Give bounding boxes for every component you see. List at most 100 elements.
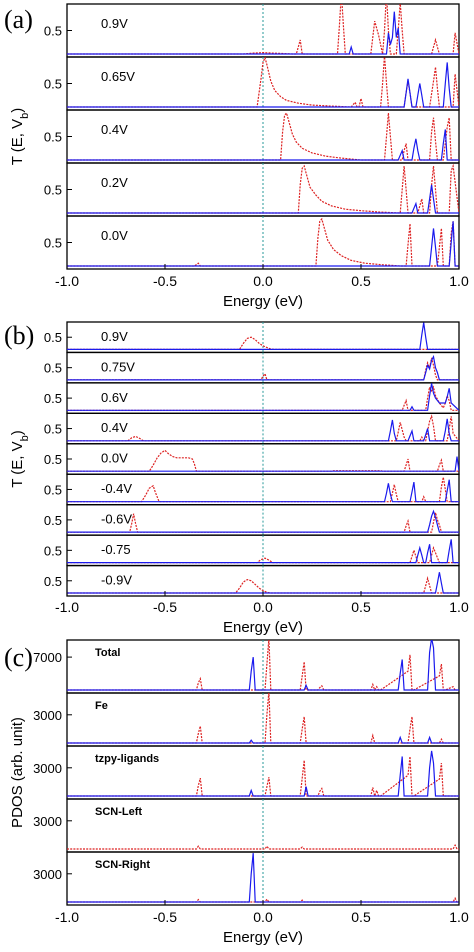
y-tick-label: 0.5 xyxy=(44,130,62,145)
blue-series-line xyxy=(67,184,459,214)
plot-area xyxy=(67,4,459,57)
plot-area xyxy=(67,693,459,746)
subplot-label: -0.4V xyxy=(101,481,132,496)
panel-label: (b) xyxy=(4,321,34,350)
subplot: 0.5 -0.9V xyxy=(44,564,460,597)
y-tick-label: 3000 xyxy=(33,814,62,829)
x-tick-label: 0.5 xyxy=(351,599,371,615)
blue-series-line xyxy=(67,418,459,442)
subplot-label: 0.4V xyxy=(101,122,128,137)
blue-series-line xyxy=(67,509,459,533)
subplot: 0.5 0.65V xyxy=(44,56,460,111)
blue-series-line xyxy=(67,354,459,381)
subplot-label: 0.2V xyxy=(101,175,128,190)
y-tick-label: 3000 xyxy=(33,867,62,882)
red-series-line xyxy=(67,163,459,214)
plot-area xyxy=(67,474,459,505)
subplot: 0.5 0.4V xyxy=(44,412,460,445)
blue-series-line xyxy=(67,735,459,744)
x-tick-label: 0.0 xyxy=(253,599,273,615)
subplot: 3000 tzpy-ligands xyxy=(33,745,460,800)
subplot-label: -0.6V xyxy=(101,512,132,527)
red-series-line xyxy=(67,57,459,108)
subplot-label: tzpy-ligands xyxy=(95,753,159,765)
y-tick-label: 3000 xyxy=(33,761,62,776)
y-tick-label: 0.5 xyxy=(44,361,62,376)
subplot-label: 0.65V xyxy=(101,69,135,84)
subplot: 0.5 0.6V xyxy=(44,382,460,414)
blue-series-line xyxy=(67,383,459,411)
subplot-label: 0.9V xyxy=(101,329,128,344)
x-tick-label: 0.0 xyxy=(253,273,273,289)
subplot-label: -0.9V xyxy=(101,572,132,587)
blue-series-line xyxy=(67,322,459,350)
x-axis-title: Energy (eV) xyxy=(223,619,303,636)
subplot: 3000 SCN-Right xyxy=(33,851,460,906)
y-tick-label: 3000 xyxy=(33,708,62,723)
blue-series-line xyxy=(67,640,459,691)
x-tick-label: -0.5 xyxy=(153,909,177,925)
panel-a: (a) 0.5 0.9V 0.5 0.65V 0.5 0.4V 0.5 0.2V 0.5 0.0V -… xyxy=(4,3,469,310)
blue-series-line xyxy=(67,62,459,108)
plot-area xyxy=(67,382,459,414)
plot-area xyxy=(67,504,459,536)
subplot-label: Fe xyxy=(95,700,108,712)
blue-series-line xyxy=(67,221,459,267)
plot-area xyxy=(67,535,459,566)
red-series-line xyxy=(67,575,459,594)
panel-c: (c) 7000 Total 3000 Fe 3000 tzpy-ligands 3000 SC… xyxy=(4,639,469,946)
x-tick-label: 1.0 xyxy=(449,599,469,615)
subplot: 0.5 0.2V xyxy=(44,162,460,217)
subplot: 7000 Total xyxy=(33,639,460,694)
blue-series-line xyxy=(67,750,459,797)
subplot: 0.5 -0.6V xyxy=(44,504,460,536)
x-tick-label: 1.0 xyxy=(449,909,469,925)
plot-area xyxy=(67,352,459,383)
red-series-line xyxy=(67,111,459,161)
subplot-label: SCN-Left xyxy=(95,806,142,818)
blue-series-line xyxy=(67,129,459,161)
red-series-line xyxy=(67,512,459,533)
plot-area xyxy=(67,322,459,353)
plot-area xyxy=(67,413,459,444)
y-tick-label: 0.5 xyxy=(44,77,62,92)
subplot: 0.5 0.0V xyxy=(44,443,460,475)
plot-area xyxy=(67,746,459,799)
x-tick-label: -1.0 xyxy=(55,599,79,615)
red-series-line xyxy=(67,357,459,381)
y-tick-label: 0.5 xyxy=(44,422,62,437)
blue-series-line xyxy=(67,853,459,903)
y-tick-label: 0.5 xyxy=(44,482,62,497)
plot-area xyxy=(67,163,459,216)
subplot: 0.5 0.0V xyxy=(44,215,460,270)
subplot-label: -0.75 xyxy=(101,542,131,557)
plot-area xyxy=(67,852,459,905)
subplot-label: 0.0V xyxy=(101,228,128,243)
y-tick-label: 0.5 xyxy=(44,183,62,198)
subplot-label: SCN-Right xyxy=(95,859,150,871)
subplot: 3000 SCN-Left xyxy=(33,798,460,853)
plot-area xyxy=(67,565,459,596)
subplot-label: 0.75V xyxy=(101,359,135,374)
blue-series-line xyxy=(67,456,459,472)
subplot-label: 0.0V xyxy=(101,451,128,466)
subplot-label: 0.4V xyxy=(101,420,128,435)
subplot: 0.5 -0.75 xyxy=(44,534,460,567)
subplot-label: 0.9V xyxy=(101,16,128,31)
plot-area xyxy=(67,640,459,693)
subplot: 0.5 0.75V xyxy=(44,351,460,384)
blue-series-line xyxy=(67,11,459,55)
x-tick-label: 1.0 xyxy=(449,273,469,289)
red-series-line xyxy=(67,546,459,564)
red-series-line xyxy=(67,414,459,442)
y-tick-label: 0.5 xyxy=(44,330,62,345)
y-tick-label: 0.5 xyxy=(44,543,62,558)
red-series-line xyxy=(67,640,457,692)
y-tick-label: 0.5 xyxy=(44,24,62,39)
blue-series-line xyxy=(67,572,459,594)
x-axis-title: Energy (eV) xyxy=(223,929,303,946)
y-tick-label: 7000 xyxy=(33,650,62,665)
y-tick-label: 0.5 xyxy=(44,452,62,467)
